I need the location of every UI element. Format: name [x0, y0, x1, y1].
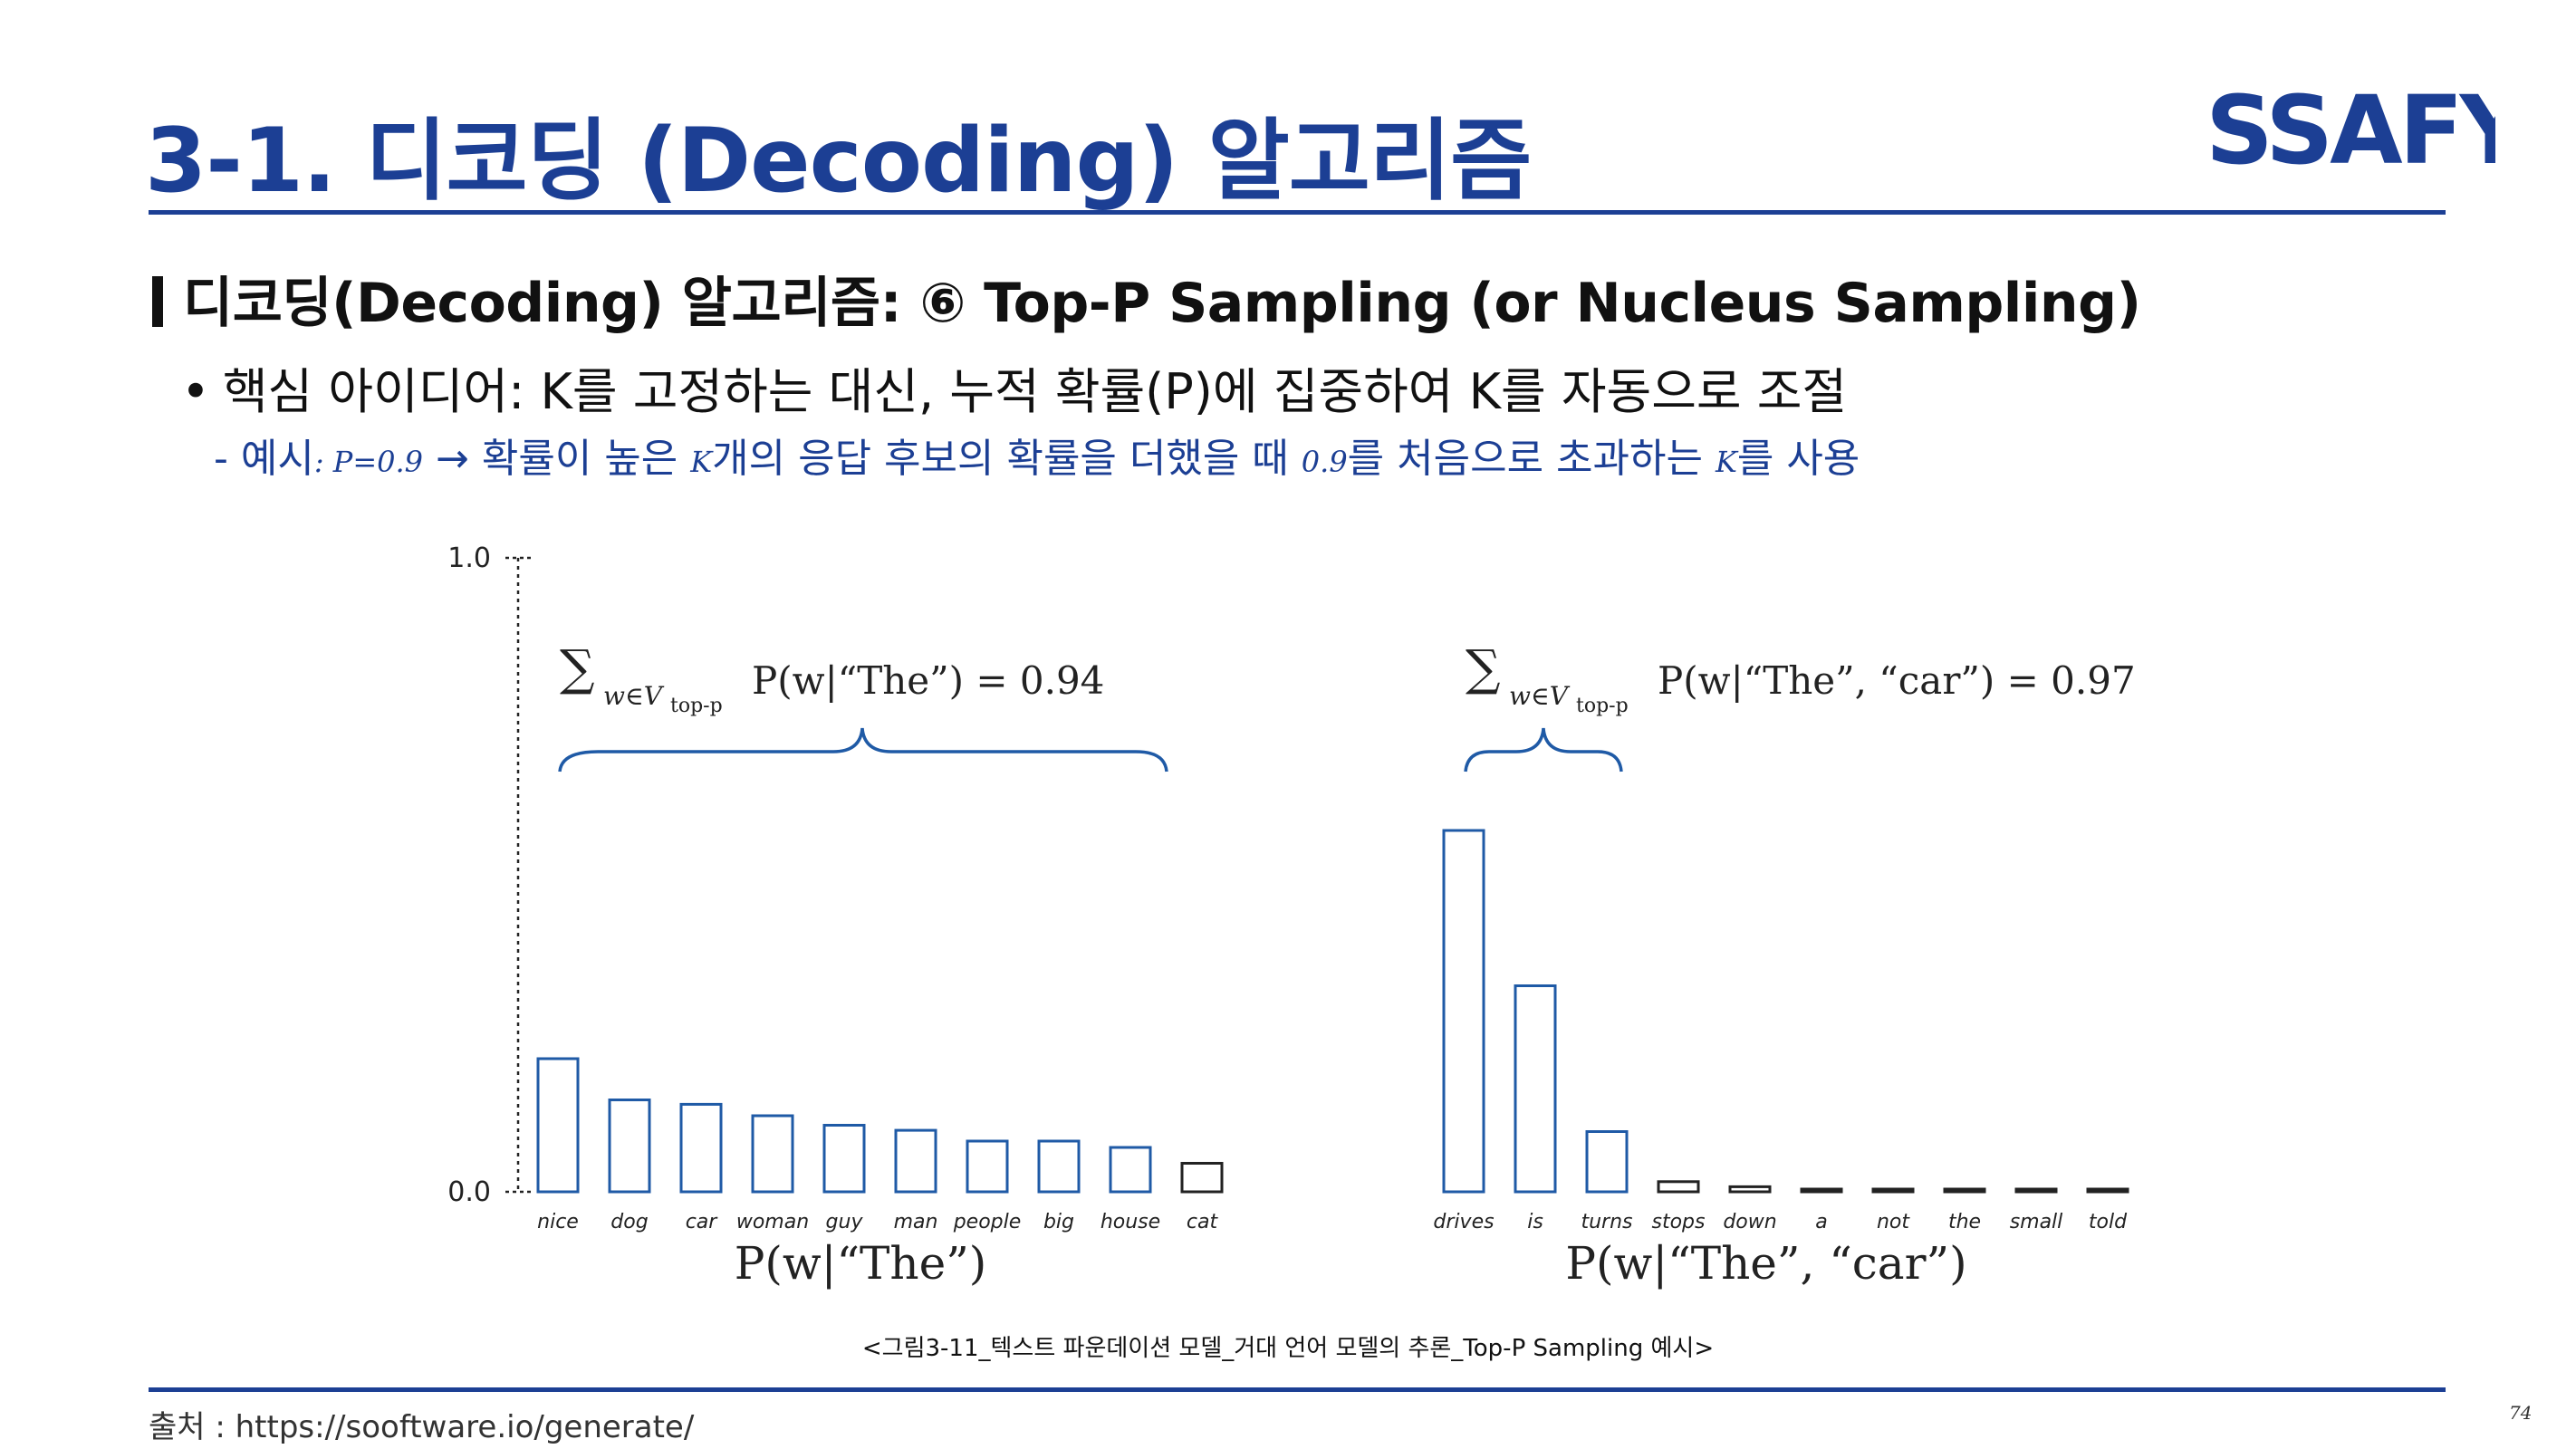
section-heading-text: 디코딩(Decoding) 알고리즘: ⑥ Top-P Sampling (or…	[183, 272, 2141, 335]
ssafy-logo: SSAFY	[2206, 80, 2495, 179]
bullet-dot-icon: •	[181, 363, 210, 420]
bar-turns	[1585, 1130, 1629, 1194]
source-citation: 출처 : https://sooftware.io/generate/	[149, 1409, 695, 1445]
tick-label-drives: drives	[1433, 1211, 1494, 1233]
bar-down	[1728, 1185, 1772, 1194]
logo-text: SSAFY	[2206, 80, 2495, 179]
tick-label-is: is	[1527, 1211, 1543, 1233]
bar-group-right: drives is turns stops down a not the small told	[1433, 829, 2129, 1233]
page-number: 74	[2509, 1402, 2533, 1424]
tick-label-house: house	[1101, 1211, 1160, 1233]
bar-group-left: nice dog car woman guy man people big house cat	[536, 1057, 1224, 1233]
sum-subscript-topp: top-p	[1576, 695, 1629, 717]
sum-expression: P(w|“The”, “car”) = 0.97	[1658, 658, 2136, 703]
sum-label-right: ∑ w∈V top-p P(w|“The”, “car”) = 0.97	[1466, 639, 2136, 717]
sum-subscript-topp: top-p	[670, 695, 723, 717]
tick-label-the: the	[1948, 1211, 1981, 1233]
top-p-chart: 1.0 0.0 ∑ w∈V top-p P(w|“The”) = 0.94 ∑ …	[447, 542, 2136, 1290]
example-k1: K	[690, 445, 713, 479]
example-threshold: 0.9	[1301, 445, 1348, 479]
bar-told	[2086, 1187, 2129, 1194]
bar-guy	[822, 1124, 866, 1194]
bar-dog	[608, 1099, 651, 1194]
tick-label-woman: woman	[736, 1211, 809, 1233]
bar-stops	[1657, 1180, 1700, 1194]
bar-drives	[1442, 829, 1485, 1194]
tick-label-nice: nice	[537, 1211, 579, 1233]
tick-label-small: small	[2010, 1211, 2063, 1233]
tick-label-stops: stops	[1652, 1211, 1706, 1233]
example-end-text: 를 사용	[1736, 436, 1860, 482]
slide-title: 3-1. 디코딩 (Decoding) 알고리즘	[145, 110, 1532, 213]
example-p-value: : P=0.9	[313, 445, 424, 479]
sum-label-left: ∑ w∈V top-p P(w|“The”) = 0.94	[560, 639, 1104, 717]
example-line: - 예시: P=0.9 → 확률이 높은 K개의 응답 후보의 확률을 더했을 …	[214, 426, 1860, 484]
key-idea-bullet: • 핵심 아이디어: K를 고정하는 대신, 누적 확률(P)에 집중하여 K를 …	[181, 351, 1847, 423]
tick-label-dog: dog	[610, 1211, 648, 1233]
brace-right-icon	[1464, 727, 1623, 772]
sum-subscript: w∈V	[603, 681, 665, 711]
tick-label-big: big	[1043, 1211, 1074, 1233]
example-k2: K	[1715, 445, 1737, 479]
footer-divider	[149, 1387, 2446, 1392]
tick-label-people: people	[953, 1211, 1022, 1233]
tick-label-cat: cat	[1187, 1211, 1219, 1233]
bar-a	[1800, 1187, 1843, 1194]
title-divider	[149, 210, 2446, 215]
y-tick-label-bottom: 0.0	[447, 1176, 491, 1208]
heading-bar	[152, 276, 163, 327]
bar-is	[1514, 984, 1557, 1194]
x-label-right: P(w|“The”, “car”)	[1565, 1237, 1966, 1290]
bar-nice	[536, 1057, 580, 1194]
sum-symbol: ∑	[560, 639, 595, 696]
x-label-left: P(w|“The”)	[735, 1237, 987, 1290]
example-mid-text: 개의 응답 후보의 확률을 더했을 때	[712, 436, 1302, 482]
sum-symbol: ∑	[1466, 639, 1501, 696]
bar-cat	[1180, 1162, 1224, 1194]
bar-people	[966, 1139, 1009, 1194]
bar-the	[1943, 1187, 1986, 1194]
key-idea-text: 핵심 아이디어: K를 고정하는 대신, 누적 확률(P)에 집중하여 K를 자…	[222, 363, 1848, 420]
bar-big	[1037, 1139, 1081, 1194]
example-after-text: 를 처음으로 초과하는	[1347, 436, 1716, 482]
bar-not	[1871, 1187, 1915, 1194]
sum-subscript: w∈V	[1509, 681, 1571, 711]
y-tick-label-top: 1.0	[447, 542, 491, 574]
bar-car	[679, 1102, 723, 1194]
example-arrow-text: → 확률이 높은	[423, 436, 691, 482]
tick-label-not: not	[1877, 1211, 1910, 1233]
example-prefix: - 예시	[214, 436, 314, 482]
sum-expression: P(w|“The”) = 0.94	[752, 658, 1104, 703]
bar-house	[1109, 1146, 1152, 1194]
tick-label-car: car	[686, 1211, 719, 1233]
tick-label-turns: turns	[1581, 1211, 1632, 1233]
section-heading: 디코딩(Decoding) 알고리즘: ⑥ Top-P Sampling (or…	[152, 259, 2141, 338]
tick-label-down: down	[1723, 1211, 1776, 1233]
bar-man	[894, 1128, 937, 1194]
tick-label-guy: guy	[826, 1211, 864, 1233]
brace-left-icon	[558, 727, 1168, 772]
figure-caption: <그림3-11_텍스트 파운데이션 모델_거대 언어 모델의 추론_Top-P …	[861, 1335, 1715, 1362]
tick-label-told: told	[2089, 1211, 2128, 1233]
tick-label-a: a	[1815, 1211, 1827, 1233]
bar-small	[2014, 1187, 2058, 1194]
bar-woman	[751, 1114, 794, 1194]
tick-label-man: man	[894, 1211, 938, 1233]
